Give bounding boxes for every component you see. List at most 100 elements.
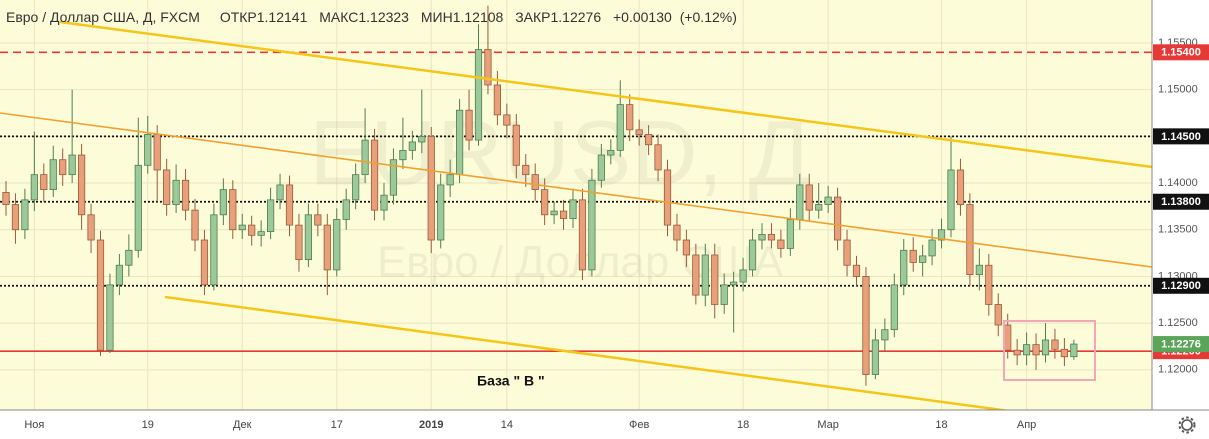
candle-body bbox=[834, 196, 842, 241]
candle-body bbox=[389, 159, 398, 196]
candle-body bbox=[1041, 339, 1050, 356]
candle-body bbox=[578, 199, 587, 271]
candle-body bbox=[323, 224, 331, 271]
candles bbox=[2, 5, 1078, 386]
candle-body bbox=[465, 109, 473, 141]
price-axis bbox=[1152, 0, 1209, 439]
candle-body bbox=[975, 264, 983, 275]
level-tag bbox=[1153, 277, 1209, 294]
level-tag-label: 1.14500 bbox=[1161, 131, 1201, 143]
candle-body bbox=[597, 154, 605, 181]
candle-body bbox=[163, 169, 171, 205]
candle-body bbox=[720, 284, 728, 305]
candle-body bbox=[106, 284, 114, 351]
candle-body bbox=[144, 134, 152, 166]
candle-body bbox=[730, 281, 738, 286]
candle-body bbox=[739, 269, 747, 283]
candle-body bbox=[994, 304, 1002, 326]
x-tick-label: Апр bbox=[1017, 419, 1036, 431]
level-tag bbox=[1153, 193, 1209, 210]
candle-body bbox=[408, 141, 416, 151]
last-price-label: 1.12276 bbox=[1161, 338, 1201, 350]
trend-line bbox=[0, 112, 1152, 268]
time-axis bbox=[0, 410, 1152, 439]
candle-body bbox=[711, 254, 719, 305]
candle-body bbox=[616, 104, 624, 151]
change-percent: (+0.12%) bbox=[680, 9, 737, 25]
candle-body bbox=[956, 169, 965, 205]
candle-body bbox=[78, 154, 86, 216]
candle-body bbox=[455, 109, 464, 176]
candle-body bbox=[304, 214, 313, 261]
candle-body bbox=[541, 189, 549, 216]
candle-body bbox=[626, 104, 634, 131]
highlight-box bbox=[1003, 320, 1096, 381]
candle-body bbox=[692, 254, 700, 296]
candle-body bbox=[115, 264, 123, 286]
candle-body bbox=[493, 84, 502, 116]
y-tick-label: 1.13500 bbox=[1158, 224, 1198, 236]
candle-body bbox=[966, 204, 974, 275]
candle-body bbox=[484, 49, 492, 86]
candle-body bbox=[815, 204, 823, 211]
x-tick-label: 18 bbox=[737, 419, 749, 431]
candle-body bbox=[295, 224, 303, 261]
candle-body bbox=[446, 174, 454, 186]
candle-body bbox=[1032, 344, 1040, 356]
candle-body bbox=[437, 184, 445, 241]
x-tick-label: 14 bbox=[501, 419, 513, 431]
trend-line bbox=[164, 295, 1012, 410]
low-value: 1.12108 bbox=[453, 9, 504, 25]
x-tick-label: 2019 bbox=[419, 419, 443, 431]
candle-body bbox=[928, 239, 936, 257]
high-label: МАКС bbox=[319, 9, 358, 25]
candle-body bbox=[427, 135, 435, 241]
candle-body bbox=[238, 224, 246, 231]
settings-icon[interactable] bbox=[1178, 416, 1196, 434]
header: Евро / Доллар США, Д, FXCM ОТКР1.12141 М… bbox=[6, 9, 737, 25]
candle-body bbox=[786, 219, 794, 249]
x-tick-label: Ноя bbox=[24, 419, 44, 431]
candle-body bbox=[418, 135, 426, 143]
candle-body bbox=[512, 124, 520, 166]
x-tick-label: 18 bbox=[935, 419, 947, 431]
candle-body bbox=[890, 284, 898, 331]
candle-body bbox=[352, 174, 360, 201]
candle-body bbox=[125, 249, 133, 266]
candle-body bbox=[805, 184, 813, 211]
candle-body bbox=[87, 214, 95, 241]
level-tag bbox=[1153, 44, 1209, 61]
symbol-title: Евро / Доллар США, Д, FXCM bbox=[6, 9, 200, 25]
candle-body bbox=[673, 224, 681, 241]
close-label: ЗАКР bbox=[515, 9, 550, 25]
candle-body bbox=[985, 264, 993, 305]
y-tick-label: 1.15000 bbox=[1158, 84, 1198, 96]
candle-body bbox=[68, 154, 76, 176]
x-tick-label: Мар bbox=[817, 419, 839, 431]
candle-body bbox=[276, 184, 284, 201]
candle-body bbox=[380, 194, 388, 211]
candle-body bbox=[748, 239, 757, 271]
candle-body bbox=[474, 49, 483, 141]
high-value: 1.12323 bbox=[358, 9, 409, 25]
candle-body bbox=[1013, 349, 1021, 356]
candle-body bbox=[229, 189, 237, 231]
candle-body bbox=[777, 239, 785, 249]
trend-line bbox=[59, 20, 1152, 169]
x-tick-label: 19 bbox=[142, 419, 154, 431]
candle-body bbox=[701, 254, 709, 296]
candle-body bbox=[210, 214, 218, 286]
candle-body bbox=[588, 179, 596, 271]
open-value: 1.12141 bbox=[257, 9, 308, 25]
x-tick-label: Фев bbox=[629, 419, 649, 431]
candle-body bbox=[862, 276, 870, 375]
candle-body bbox=[11, 204, 20, 231]
y-tick-label: 1.12000 bbox=[1158, 364, 1198, 376]
candle-body bbox=[342, 199, 350, 220]
candle-body bbox=[843, 239, 851, 266]
level-tag-label: 1.15400 bbox=[1161, 47, 1201, 59]
close-value: 1.12276 bbox=[551, 9, 602, 25]
candle-body bbox=[654, 144, 662, 171]
candle-body bbox=[361, 139, 369, 176]
candle-body bbox=[96, 239, 105, 351]
